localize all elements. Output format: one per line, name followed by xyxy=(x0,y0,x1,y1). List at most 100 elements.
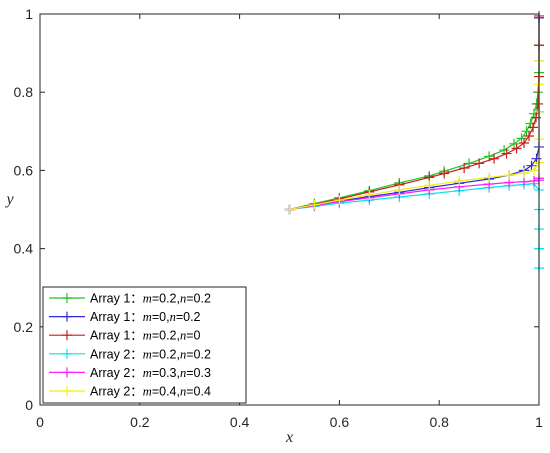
legend-label-part: m xyxy=(143,310,152,324)
legend-entry: Array 2：m=0.3,n=0.3 xyxy=(49,366,211,380)
legend-swatch-marker xyxy=(62,386,72,396)
series-group xyxy=(284,10,544,274)
legend-label-part: =0.2, xyxy=(152,329,180,343)
legend-label-part: n xyxy=(180,385,186,399)
legend-label-part: n xyxy=(180,292,186,306)
series-3 xyxy=(284,10,544,215)
data-point-marker xyxy=(528,122,539,133)
data-point-marker xyxy=(529,165,540,176)
legend-entry: Array 1：m=0.2,n=0 xyxy=(49,329,201,343)
data-point-marker xyxy=(509,138,520,149)
data-point-marker xyxy=(334,195,345,206)
legend-label-part: Array 2： xyxy=(90,385,143,399)
legend-box xyxy=(42,286,247,404)
legend-swatch-marker xyxy=(62,311,72,322)
legend-label-part: n xyxy=(180,366,186,380)
legend-swatch-marker xyxy=(62,367,72,378)
legend-label-part: n xyxy=(170,310,176,324)
data-point-marker xyxy=(424,180,435,191)
legend-label-part: m xyxy=(143,292,152,306)
data-point-marker xyxy=(439,168,450,179)
legend-label-part: =0.2 xyxy=(176,310,201,324)
legend-entry: Array 2：m=0.2,n=0.2 xyxy=(49,347,211,361)
y-tick-label: 0.8 xyxy=(14,84,34,100)
legend-swatch-marker xyxy=(62,330,72,341)
series-line xyxy=(289,16,540,211)
legend-label-part: =0, xyxy=(152,310,170,324)
legend-label-part: =0.2, xyxy=(152,347,180,361)
x-axis-label: x xyxy=(285,429,293,446)
data-point-marker xyxy=(533,98,544,109)
data-point-marker xyxy=(519,168,530,179)
legend-label-part: =0.3, xyxy=(152,366,180,380)
legend-label-part: m xyxy=(143,347,152,361)
legend-label: Array 2：m=0.3,n=0.3 xyxy=(90,366,211,380)
legend-label-part: Array 2： xyxy=(90,366,143,380)
legend-label-part: m xyxy=(143,329,152,343)
series-4 xyxy=(284,178,544,274)
y-tick-label: 0.6 xyxy=(14,162,34,178)
y-axis-label: y xyxy=(4,191,14,208)
x-tick-label: 0.2 xyxy=(130,414,150,430)
data-point-marker xyxy=(526,160,537,171)
x-tick-label: 0.6 xyxy=(330,414,350,430)
data-point-marker xyxy=(489,153,500,164)
legend-label-part: Array 1： xyxy=(90,329,143,343)
data-point-marker xyxy=(284,204,295,215)
data-point-marker xyxy=(519,138,530,149)
data-point-marker xyxy=(516,133,527,144)
legend-label: Array 2：m=0.2,n=0.2 xyxy=(90,347,211,361)
data-point-marker xyxy=(524,130,535,141)
y-tick-label: 0.4 xyxy=(14,241,34,257)
legend-label-part: =0.2, xyxy=(152,292,180,306)
axis-ticks: 0 0.2 0.4 0.6 0.8 1 0 0.2 0.4 0.6 0.8 1 xyxy=(14,6,544,430)
legend-entry: Array 1：m=0.2,n=0.2 xyxy=(49,292,211,306)
series-line xyxy=(289,183,540,269)
legend-label: Array 2：m=0.4,n=0.4 xyxy=(90,385,211,399)
data-point-marker xyxy=(519,176,530,187)
legend-label-part: =0 xyxy=(186,329,200,343)
legend-label-part: m xyxy=(143,385,152,399)
legend-label: Array 1：m=0.2,n=0 xyxy=(90,329,201,343)
data-point-marker xyxy=(474,158,485,169)
data-point-marker xyxy=(364,190,375,201)
x-tick-label: 0.8 xyxy=(429,414,449,430)
legend-label-part: Array 1： xyxy=(90,310,143,324)
legend-label-part: m xyxy=(143,366,152,380)
data-point-marker xyxy=(459,163,470,174)
plot-area-frame xyxy=(39,13,540,406)
x-tick-label: 1 xyxy=(535,414,543,430)
legend-swatch-marker xyxy=(62,293,72,303)
data-point-marker xyxy=(394,184,405,195)
data-point-marker xyxy=(484,172,495,183)
legend-label-part: =0.3 xyxy=(186,366,211,380)
data-point-marker xyxy=(454,175,465,186)
data-point-marker xyxy=(511,143,522,154)
legend-entry: Array 2：m=0.4,n=0.4 xyxy=(49,385,211,399)
legend-label-part: =0.4 xyxy=(186,385,211,399)
legend-label-part: n xyxy=(180,329,186,343)
legend-label-part: n xyxy=(180,347,186,361)
series-6 xyxy=(284,55,544,215)
legend-label-part: Array 1： xyxy=(90,292,143,306)
x-tick-label: 0.4 xyxy=(230,414,250,430)
series-1 xyxy=(284,12,544,215)
legend-label: Array 1：m=0,n=0.2 xyxy=(90,310,201,324)
series-2 xyxy=(284,12,544,215)
legend-swatch-marker xyxy=(62,348,72,359)
legend-label-part: =0.2 xyxy=(186,347,211,361)
legend-label: Array 1：m=0.2,n=0.2 xyxy=(90,292,211,306)
data-point-marker xyxy=(309,199,320,210)
data-point-marker xyxy=(521,126,532,137)
legend-label-part: Array 2： xyxy=(90,347,143,361)
series-line xyxy=(289,60,540,211)
y-tick-label: 1 xyxy=(25,6,33,22)
data-point-marker xyxy=(504,170,515,181)
y-tick-label: 0 xyxy=(25,397,33,413)
legend-entry: Array 1：m=0,n=0.2 xyxy=(49,310,201,324)
y-tick-label: 0.2 xyxy=(14,319,34,335)
data-point-marker xyxy=(501,148,512,159)
x-tick-label: 0 xyxy=(36,414,44,430)
